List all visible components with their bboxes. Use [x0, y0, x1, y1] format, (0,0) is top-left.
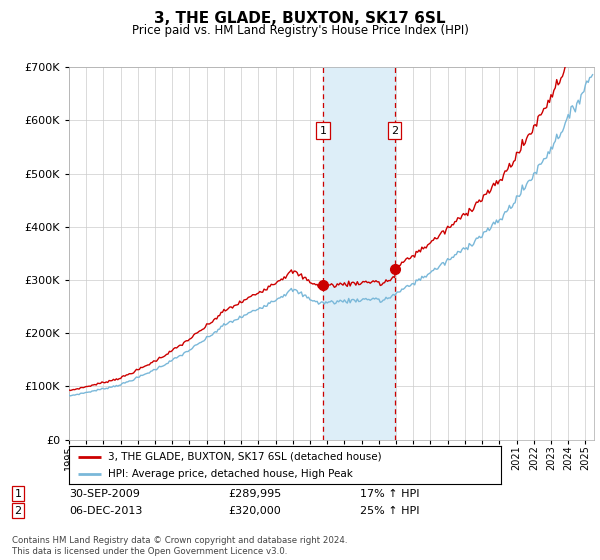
Text: Contains HM Land Registry data © Crown copyright and database right 2024.
This d: Contains HM Land Registry data © Crown c… — [12, 536, 347, 556]
Text: Price paid vs. HM Land Registry's House Price Index (HPI): Price paid vs. HM Land Registry's House … — [131, 24, 469, 36]
Text: £289,995: £289,995 — [228, 489, 281, 499]
Text: 2: 2 — [14, 506, 22, 516]
Text: 1: 1 — [14, 489, 22, 499]
Bar — [323, 67, 395, 440]
Text: 2: 2 — [391, 125, 398, 136]
Text: HPI: Average price, detached house, High Peak: HPI: Average price, detached house, High… — [108, 469, 353, 479]
Text: 06-DEC-2013: 06-DEC-2013 — [69, 506, 142, 516]
Text: 17% ↑ HPI: 17% ↑ HPI — [360, 489, 419, 499]
Text: 30-SEP-2009: 30-SEP-2009 — [69, 489, 140, 499]
Text: £320,000: £320,000 — [228, 506, 281, 516]
Text: 1: 1 — [319, 125, 326, 136]
Text: 25% ↑ HPI: 25% ↑ HPI — [360, 506, 419, 516]
Text: 3, THE GLADE, BUXTON, SK17 6SL (detached house): 3, THE GLADE, BUXTON, SK17 6SL (detached… — [108, 451, 382, 461]
Text: 3, THE GLADE, BUXTON, SK17 6SL: 3, THE GLADE, BUXTON, SK17 6SL — [154, 11, 446, 26]
